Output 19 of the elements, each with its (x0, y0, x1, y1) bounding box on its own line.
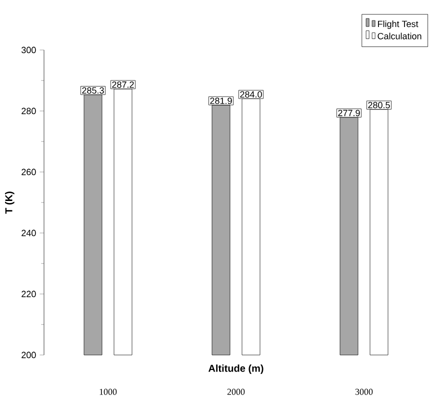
x-tick-label: 1000 (100, 388, 117, 395)
y-tick-label: 240 (22, 230, 36, 236)
y-tick-label: 220 (22, 290, 36, 298)
y-tick-label: 300 (22, 46, 36, 54)
data-label: 287.2 (112, 81, 134, 88)
data-label: 277.9 (338, 110, 360, 116)
data-label: 280.5 (368, 102, 390, 108)
legend-label: Calculation (378, 32, 422, 40)
data-label: 281.9 (210, 98, 232, 104)
data-label: 284.0 (240, 91, 262, 98)
y-axis-title: T (K) (5, 192, 14, 214)
x-tick-label: 3000 (355, 388, 373, 395)
y-tick-label: 280 (22, 108, 36, 114)
x-axis-title: Altitude (m) (208, 364, 264, 374)
y-tick-label: 200 (22, 352, 36, 358)
x-tick-label: 2000 (227, 388, 245, 395)
y-tick-label: 260 (22, 168, 36, 176)
legend-label: Flight Test (378, 20, 418, 29)
data-label: 285.3 (82, 87, 104, 94)
